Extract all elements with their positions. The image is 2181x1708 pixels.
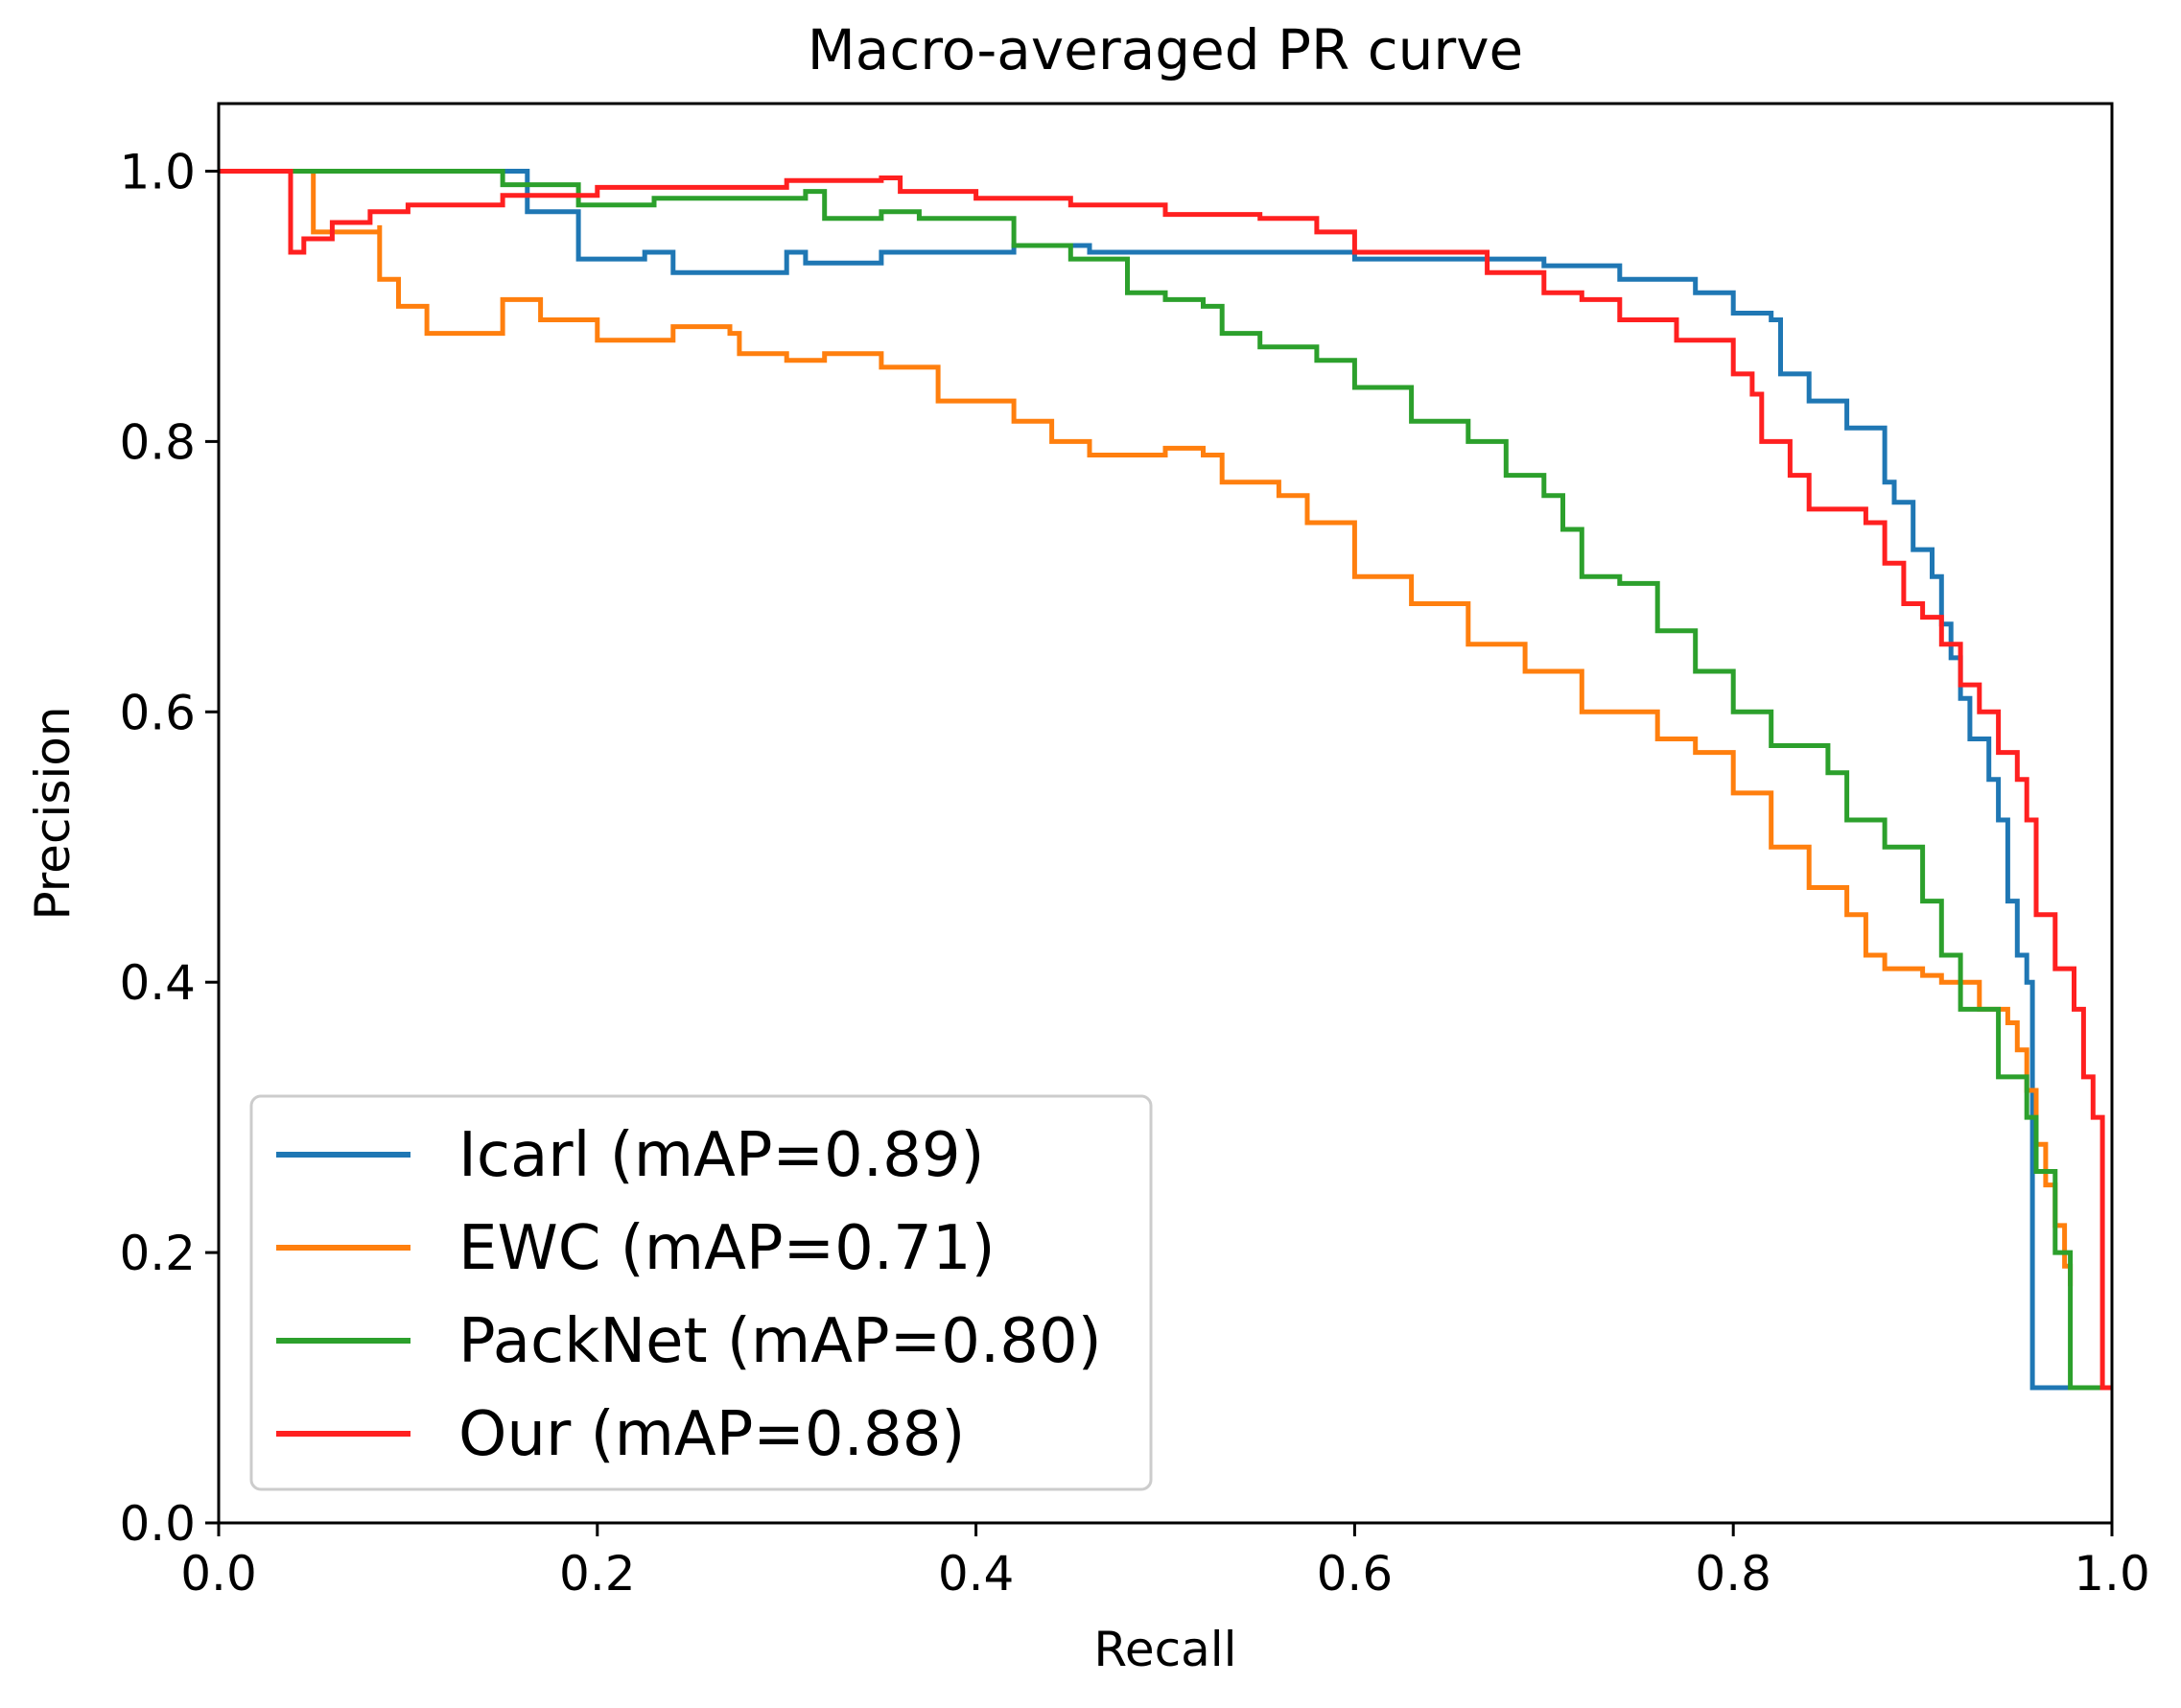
x-tick-label: 0.6	[1317, 1546, 1394, 1602]
y-tick-label: 0.6	[119, 685, 196, 740]
x-axis-ticks: 0.0 0.2 0.4 0.6 0.8 1.0	[180, 1523, 2150, 1602]
legend-label-2: PackNet (mAP=0.80)	[458, 1306, 1102, 1377]
chart-title: Macro-averaged PR curve	[808, 17, 1523, 82]
legend-box	[249, 1094, 1153, 1491]
y-axis-ticks: 0.0 0.2 0.4 0.6 0.8 1.0	[119, 144, 219, 1552]
x-tick-label: 0.4	[938, 1546, 1015, 1602]
y-tick-label: 0.0	[119, 1496, 196, 1552]
x-tick-label: 0.8	[1695, 1546, 1771, 1602]
y-tick-label: 0.2	[119, 1226, 196, 1281]
series-layer	[219, 169, 2112, 1391]
legend-items: Icarl (mAP=0.89) EWC (mAP=0.71) PackNet (m…	[276, 1120, 1102, 1470]
legend-label-3: Our (mAP=0.88)	[458, 1399, 965, 1470]
legend-label-0: Icarl (mAP=0.89)	[458, 1120, 985, 1191]
x-axis-label: Recall	[1093, 1622, 1236, 1677]
y-tick-label: 0.8	[119, 414, 196, 470]
legend-label-1: EWC (mAP=0.71)	[458, 1213, 996, 1284]
series-line-2	[219, 169, 2112, 1391]
y-tick-label: 0.4	[119, 955, 196, 1011]
legend: Icarl (mAP=0.89) EWC (mAP=0.71) PackNet (m…	[249, 1094, 1153, 1491]
x-tick-label: 0.2	[559, 1546, 636, 1602]
axes-frame	[217, 102, 2114, 1525]
x-tick-label: 0.0	[180, 1546, 257, 1602]
series-line-0	[219, 169, 2075, 1391]
series-line-3	[219, 169, 2112, 1391]
y-tick-label: 1.0	[119, 144, 196, 199]
y-axis-label: Precision	[25, 706, 81, 920]
plot-area	[217, 102, 2114, 1525]
x-tick-label: 1.0	[2074, 1546, 2150, 1602]
